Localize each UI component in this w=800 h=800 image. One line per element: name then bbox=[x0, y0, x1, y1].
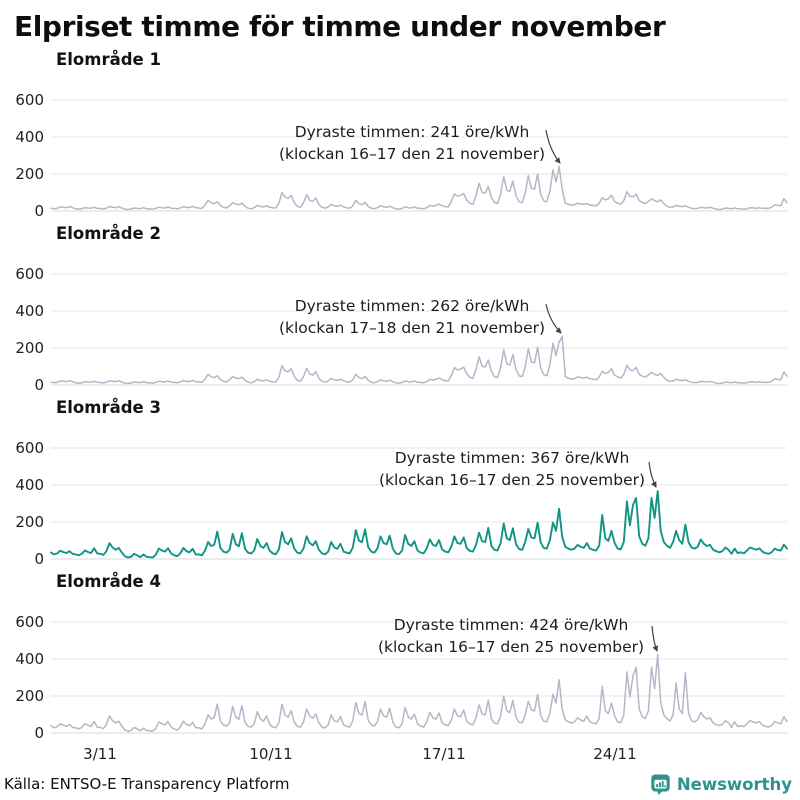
line-chart-canvas: 0 200 400 600 bbox=[15, 439, 788, 568]
y-tick-label: 400 bbox=[15, 128, 44, 146]
x-tick-label: 17/11 bbox=[422, 745, 466, 763]
annotation-line2: (klockan 16–17 den 25 november) bbox=[378, 471, 646, 489]
footer: Källa: ENTSO-E Transparency Platform New… bbox=[4, 771, 792, 797]
peak-annotation: Dyraste timmen: 367 öre/kWh (klockan 16–… bbox=[379, 447, 645, 491]
y-tick-label: 400 bbox=[15, 650, 44, 668]
y-tick-label: 600 bbox=[15, 91, 44, 109]
chart-section-elomrade-2: Elområde 2 0 200 400 600 Dyraste timmen: 26… bbox=[0, 224, 800, 398]
y-tick-label: 0 bbox=[34, 550, 44, 568]
annotation-line1: Dyraste timmen: 262 öre/kWh bbox=[294, 297, 530, 315]
y-tick-label: 200 bbox=[15, 687, 44, 705]
annotation-arrow bbox=[648, 461, 657, 488]
line-chart-canvas: 0 200 400 600 bbox=[15, 91, 788, 220]
page-title: Elpriset timme för timme under november bbox=[14, 10, 666, 43]
y-tick-label: 600 bbox=[15, 613, 44, 631]
annotation-arrow bbox=[651, 625, 659, 652]
annotation-arrow bbox=[545, 129, 561, 164]
peak-annotation: Dyraste timmen: 241 öre/kWh (klockan 16–… bbox=[279, 121, 545, 165]
peak-annotation: Dyraste timmen: 262 öre/kWh (klockan 17–… bbox=[279, 295, 545, 339]
line-chart-canvas: 0 200 400 600 bbox=[15, 613, 788, 742]
peak-annotation: Dyraste timmen: 424 öre/kWh (klockan 16–… bbox=[378, 614, 644, 658]
annotation-arrow bbox=[545, 303, 562, 334]
x-tick-label: 24/11 bbox=[593, 745, 637, 763]
price-line bbox=[50, 335, 788, 385]
y-tick-label: 400 bbox=[15, 476, 44, 494]
chart-section-elomrade-3: Elområde 3 0 200 400 600 Dyraste timmen: 36… bbox=[0, 398, 800, 572]
x-tick-label: 10/11 bbox=[249, 745, 293, 763]
y-tick-label: 200 bbox=[15, 165, 44, 183]
x-tick-label: 3/11 bbox=[83, 745, 117, 763]
y-tick-label: 400 bbox=[15, 302, 44, 320]
annotation-line1: Dyraste timmen: 241 öre/kWh bbox=[294, 123, 530, 141]
y-tick-label: 0 bbox=[34, 724, 44, 742]
y-tick-label: 0 bbox=[34, 202, 44, 220]
price-line bbox=[50, 165, 788, 211]
annotation-line2: (klockan 17–18 den 21 november) bbox=[278, 319, 546, 337]
brand-name: Newsworthy bbox=[676, 774, 792, 794]
price-line bbox=[50, 653, 788, 733]
y-tick-label: 0 bbox=[34, 376, 44, 394]
annotation-line2: (klockan 16–17 den 21 november) bbox=[278, 145, 546, 163]
chart-subtitle: Elområde 4 bbox=[56, 572, 161, 591]
y-tick-label: 200 bbox=[15, 339, 44, 357]
annotation-line2: (klockan 16–17 den 25 november) bbox=[377, 638, 645, 656]
price-line bbox=[50, 490, 788, 559]
chart-subtitle: Elområde 3 bbox=[56, 398, 161, 417]
y-tick-label: 600 bbox=[15, 439, 44, 457]
y-tick-label: 600 bbox=[15, 265, 44, 283]
newsworthy-logo-icon bbox=[651, 773, 670, 795]
newsworthy-brand: Newsworthy bbox=[650, 773, 792, 795]
line-chart-canvas: 0 200 400 600 bbox=[15, 265, 788, 394]
y-tick-label: 200 bbox=[15, 513, 44, 531]
annotation-line1: Dyraste timmen: 424 öre/kWh bbox=[393, 616, 629, 634]
source-note: Källa: ENTSO-E Transparency Platform bbox=[4, 775, 290, 793]
x-axis-labels: 3/11 10/11 17/11 24/11 bbox=[0, 745, 800, 767]
annotation-line1: Dyraste timmen: 367 öre/kWh bbox=[394, 449, 630, 467]
chart-section-elomrade-1: Elområde 1 0 200 400 600 Dyraste timmen: 24… bbox=[0, 50, 800, 224]
chart-subtitle: Elområde 2 bbox=[56, 224, 161, 243]
chart-section-elomrade-4: Elområde 4 0 200 400 600 Dyraste timmen: 42… bbox=[0, 572, 800, 746]
chart-subtitle: Elområde 1 bbox=[56, 50, 161, 69]
